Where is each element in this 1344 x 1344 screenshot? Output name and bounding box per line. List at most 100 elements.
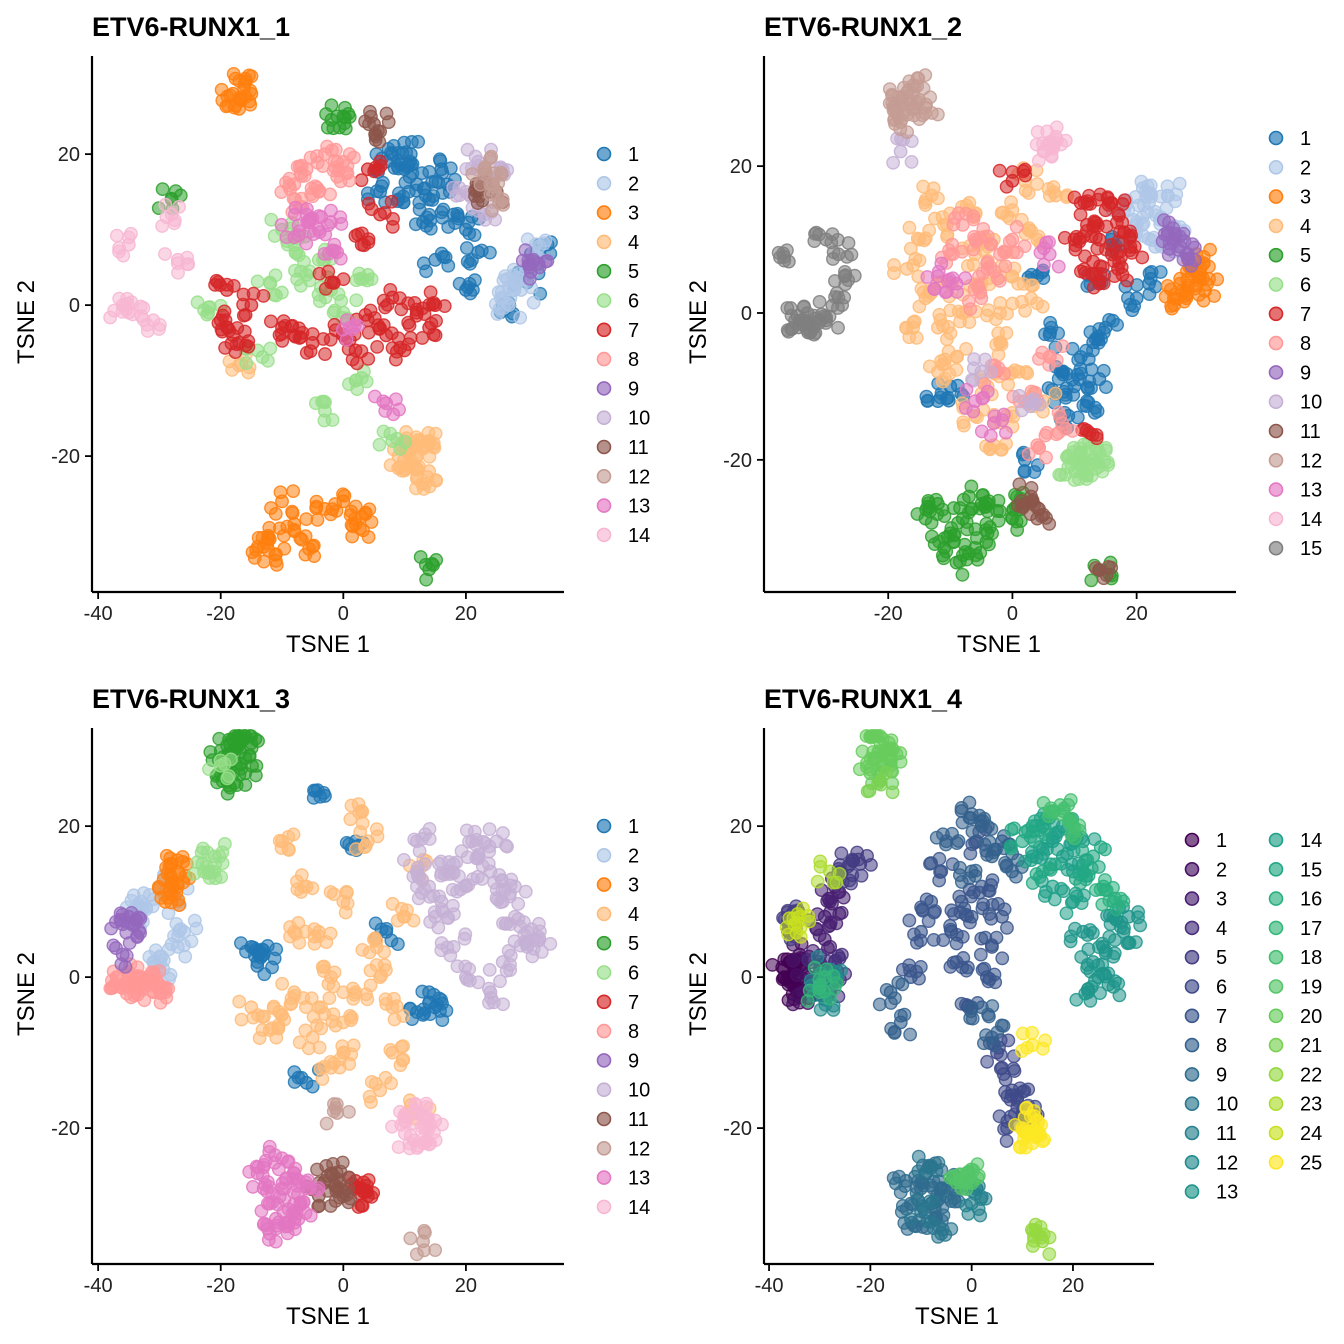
data-point [341,1195,356,1210]
data-point [246,1010,261,1025]
data-point [326,887,341,902]
data-point [978,352,993,367]
x-axis-title: TSNE 1 [957,631,1041,658]
data-point [989,337,1004,352]
data-point [309,501,324,516]
series-8-points [274,139,361,220]
data-point [1035,1041,1050,1056]
legend-key [596,1082,612,1097]
series-11-points [1010,477,1119,586]
data-point [927,282,942,296]
data-point [493,974,507,989]
data-point [400,903,414,918]
data-point [883,996,898,1010]
data-point [244,69,259,84]
legend-key [596,146,612,162]
legend-key [596,205,612,220]
legend-key [1184,891,1200,906]
data-point [998,855,1012,870]
data-point [1086,343,1100,358]
data-point [1103,195,1118,210]
panel-title: ETV6-RUNX1_3 [92,684,290,714]
legend-key [596,468,612,484]
data-point [396,1052,411,1067]
data-point [482,962,497,977]
data-point [1002,234,1017,249]
legend-item-2: 2 [596,845,639,867]
data-point [973,285,988,300]
data-point [172,898,187,913]
data-point [296,879,311,894]
data-point [943,960,958,974]
data-point [267,229,282,243]
legend-key [1184,979,1200,994]
data-point [236,729,251,743]
data-point [1131,905,1146,919]
data-point [904,155,919,169]
data-point [324,203,338,218]
data-point [1049,120,1064,135]
legend-label: 6 [1300,275,1311,297]
data-point [955,929,970,944]
data-point [249,758,264,773]
series-4-points [887,161,1075,457]
data-point [483,187,498,202]
legend-key [1268,365,1284,380]
data-point [415,331,430,345]
data-point [426,439,441,454]
data-point [463,286,478,301]
legend-key [1268,540,1284,556]
data-point [994,442,1009,457]
data-point [106,938,121,953]
legend-label: 14 [628,525,650,547]
legend-key [596,263,612,279]
data-point [807,234,822,249]
data-point [393,441,408,456]
legend-key [596,439,612,455]
data-point [340,158,355,173]
data-point [397,853,411,867]
legend-key [1268,1067,1284,1082]
data-point [286,827,301,842]
legend-key [1268,979,1284,994]
data-point [520,937,535,952]
data-point [1095,897,1110,912]
data-point [417,1243,431,1258]
y-tick-label: -20 [51,1118,80,1140]
data-point [349,273,364,288]
data-point [236,287,251,302]
data-point [1051,326,1066,341]
data-point [1021,1082,1036,1097]
data-point [1084,573,1099,588]
legend-label: 4 [628,232,639,254]
data-point [1004,822,1019,837]
legend-key [596,293,612,308]
data-point [997,366,1012,381]
legend-item-3: 3 [1184,889,1227,911]
data-point [349,293,364,308]
data-point [887,117,902,131]
data-point [968,868,983,883]
data-point [1203,242,1217,257]
data-point [294,532,309,547]
data-point [813,859,828,874]
data-point [370,184,384,199]
legend-label: 10 [628,408,650,430]
data-point [1009,219,1024,234]
data-point [900,125,915,140]
data-point [919,389,934,404]
y-tick-label: 20 [730,156,752,178]
data-point [1036,257,1051,272]
data-point [364,272,379,287]
data-point [1075,843,1090,858]
data-point [408,217,423,232]
data-point [864,729,879,743]
data-point [980,1054,995,1069]
series-12-points [882,68,945,140]
data-point [1079,224,1094,238]
data-point [256,288,271,303]
x-tick-label: 20 [1126,603,1148,625]
data-point [469,832,484,847]
data-point [1055,339,1070,354]
